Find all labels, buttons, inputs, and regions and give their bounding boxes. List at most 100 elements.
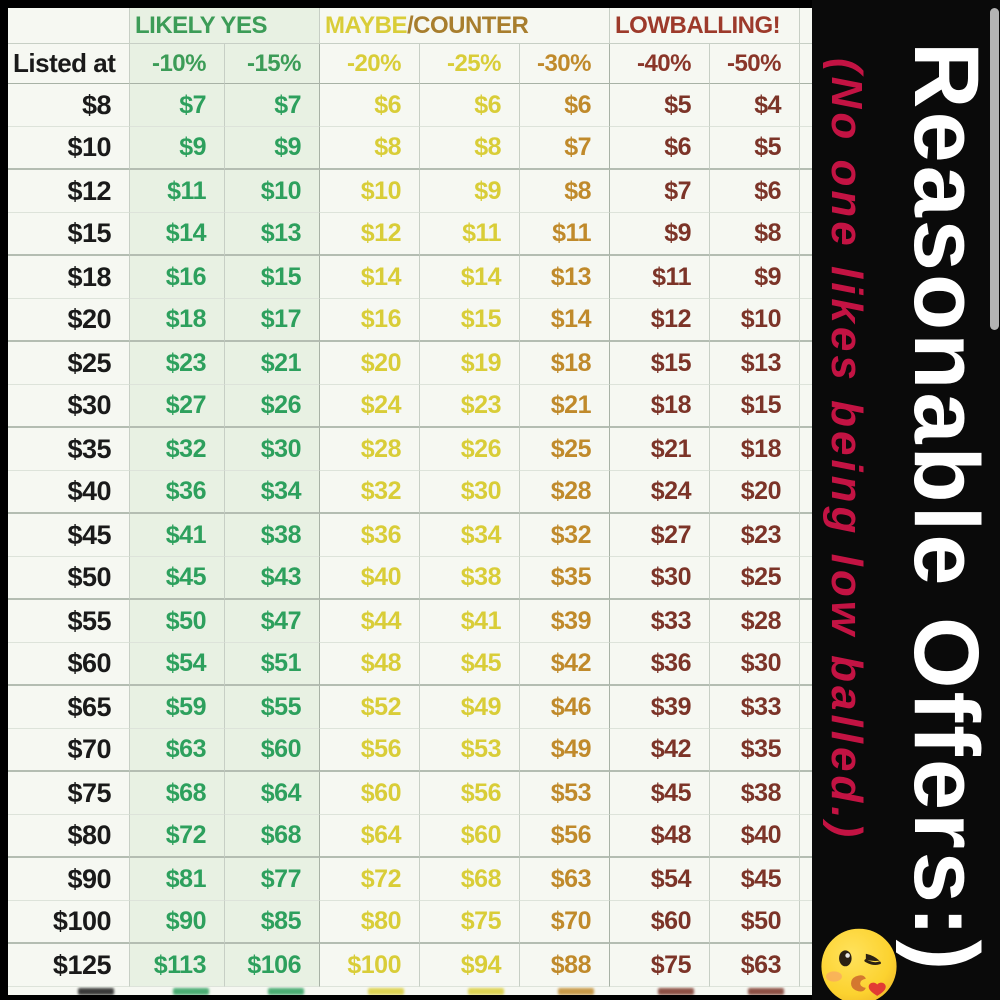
offer-cell: $6: [710, 170, 800, 213]
listed-price-cell: $125: [8, 944, 130, 987]
row-sliver: [800, 299, 812, 342]
offer-cell: $38: [420, 557, 520, 600]
offer-cell: $38: [225, 514, 320, 557]
offer-cell: $42: [520, 643, 610, 686]
offer-cell: $11: [610, 256, 710, 299]
offer-cell: $6: [320, 84, 420, 127]
offer-cell: $49: [520, 729, 610, 772]
offer-cell: $68: [130, 772, 225, 815]
offer-cell: $5: [710, 127, 800, 170]
offers-grid: LIKELY YES MAYBE/COUNTER LOWBALLING! Listed…: [8, 8, 812, 987]
offer-cell: $53: [520, 772, 610, 815]
group-header-cell: LIKELY YES: [130, 8, 320, 44]
offer-cell: $60: [320, 772, 420, 815]
row-sliver: [800, 213, 812, 256]
offer-cell: $14: [520, 299, 610, 342]
row-sliver: [800, 471, 812, 514]
offer-cell: $15: [225, 256, 320, 299]
offer-cell: $80: [320, 901, 420, 944]
corner-empty-cell: [8, 8, 130, 44]
offer-cell: $63: [520, 858, 610, 901]
offer-cell: $10: [710, 299, 800, 342]
offer-cell: $45: [420, 643, 520, 686]
offer-cell: $9: [420, 170, 520, 213]
cropped-next-row: [8, 987, 812, 995]
offer-cell: $70: [520, 901, 610, 944]
offer-cell: $40: [710, 815, 800, 858]
row-sliver: [800, 858, 812, 901]
offer-cell: $90: [130, 901, 225, 944]
column-header-cell: -20%: [320, 44, 420, 84]
offer-cell: $27: [130, 385, 225, 428]
offer-cell: $45: [610, 772, 710, 815]
offer-cell: $11: [420, 213, 520, 256]
offer-cell: $49: [420, 686, 520, 729]
offer-cell: $50: [130, 600, 225, 643]
listed-price-cell: $20: [8, 299, 130, 342]
row-sliver: [800, 643, 812, 686]
offer-cell: $48: [320, 643, 420, 686]
group-label-maybe: MAYBE: [325, 11, 407, 39]
row-sliver: [800, 944, 812, 987]
offer-cell: $21: [520, 385, 610, 428]
offer-cell: $26: [420, 428, 520, 471]
offer-cell: $113: [130, 944, 225, 987]
offer-cell: $6: [520, 84, 610, 127]
offer-cell: $10: [320, 170, 420, 213]
offer-cell: $44: [320, 600, 420, 643]
offer-cell: $11: [520, 213, 610, 256]
row-sliver: [800, 600, 812, 643]
offer-cell: $94: [420, 944, 520, 987]
offer-cell: $56: [420, 772, 520, 815]
offer-cell: $27: [610, 514, 710, 557]
offer-cell: $28: [320, 428, 420, 471]
offer-cell: $34: [225, 471, 320, 514]
cropped-row-smudge: [268, 988, 304, 995]
offer-cell: $40: [320, 557, 420, 600]
row-sliver: [800, 815, 812, 858]
offer-cell: $64: [225, 772, 320, 815]
panel-title: Reasonable Offers:): [895, 42, 997, 974]
side-panel: Reasonable Offers:) (No one likes being …: [812, 0, 1000, 1000]
offer-cell: $36: [610, 643, 710, 686]
offer-cell: $8: [520, 170, 610, 213]
offer-cell: $9: [130, 127, 225, 170]
panel-note: (No one likes being low balled.): [822, 58, 871, 842]
offer-cell: $32: [320, 471, 420, 514]
offer-cell: $53: [420, 729, 520, 772]
offer-cell: $52: [320, 686, 420, 729]
cropped-row-smudge: [658, 988, 694, 995]
row-sliver: [800, 686, 812, 729]
offer-cell: $23: [420, 385, 520, 428]
offer-cell: $21: [610, 428, 710, 471]
listed-price-cell: $25: [8, 342, 130, 385]
offer-cell: $39: [520, 600, 610, 643]
offer-cell: $18: [710, 428, 800, 471]
offer-cell: $8: [420, 127, 520, 170]
offer-cell: $30: [225, 428, 320, 471]
group-header-cell: MAYBE/COUNTER: [320, 8, 610, 44]
offer-cell: $75: [420, 901, 520, 944]
row-sliver: [800, 127, 812, 170]
offer-cell: $48: [610, 815, 710, 858]
scrollbar-thumb[interactable]: [990, 8, 999, 330]
offer-cell: $63: [710, 944, 800, 987]
offer-cell: $24: [320, 385, 420, 428]
offer-cell: $10: [225, 170, 320, 213]
row-sliver: [800, 170, 812, 213]
offer-cell: $100: [320, 944, 420, 987]
column-header-cell: -40%: [610, 44, 710, 84]
offer-cell: $51: [225, 643, 320, 686]
offer-cell: $16: [320, 299, 420, 342]
offer-cell: $59: [130, 686, 225, 729]
offer-cell: $88: [520, 944, 610, 987]
listed-price-cell: $90: [8, 858, 130, 901]
offer-cell: $33: [610, 600, 710, 643]
offer-cell: $68: [420, 858, 520, 901]
listed-price-cell: $12: [8, 170, 130, 213]
row-sliver: [800, 772, 812, 815]
offer-cell: $14: [420, 256, 520, 299]
kiss-emoji-icon: [821, 928, 897, 1000]
offer-cell: $9: [710, 256, 800, 299]
